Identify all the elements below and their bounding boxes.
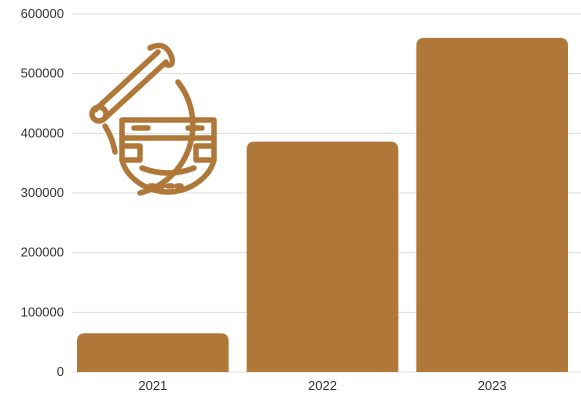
y-tick-label: 0 [57, 364, 64, 379]
y-axis-ticks: 0 100000 200000 300000 400000 500000 600000 [21, 6, 64, 379]
y-tick-label: 100000 [21, 304, 64, 319]
bars [77, 37, 568, 372]
bar-2023 [416, 37, 568, 372]
bar-2022 [246, 141, 399, 372]
y-tick-label: 500000 [21, 66, 64, 81]
x-tick-label: 2022 [308, 378, 337, 393]
y-tick-label: 300000 [21, 185, 64, 200]
diaper-safety-pin-icon [89, 42, 217, 196]
y-tick-label: 400000 [21, 125, 64, 140]
x-tick-label: 2021 [138, 378, 167, 393]
x-tick-label: 2023 [478, 378, 507, 393]
y-tick-label: 200000 [21, 245, 64, 260]
y-tick-label: 600000 [21, 6, 64, 21]
x-axis-ticks: 2021 2022 2023 [138, 378, 506, 393]
bar-2021 [77, 333, 229, 372]
